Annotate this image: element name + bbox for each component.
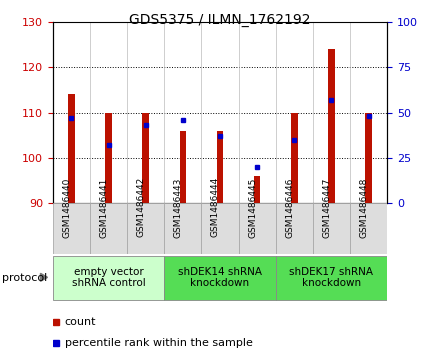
Bar: [365, 113, 372, 203]
Text: shDEK14 shRNA
knockdown: shDEK14 shRNA knockdown: [178, 267, 262, 289]
Bar: [216, 131, 224, 203]
Text: GSM1486447: GSM1486447: [323, 177, 331, 237]
Text: GSM1486444: GSM1486444: [211, 177, 220, 237]
Text: GSM1486441: GSM1486441: [99, 177, 109, 237]
Text: count: count: [65, 317, 96, 327]
Text: empty vector
shRNA control: empty vector shRNA control: [72, 267, 145, 289]
Bar: [90, 203, 127, 254]
Bar: [164, 203, 202, 254]
Bar: [164, 256, 276, 300]
Bar: [291, 113, 297, 203]
Bar: [276, 256, 387, 300]
Bar: [238, 203, 276, 254]
Text: GSM1486442: GSM1486442: [137, 177, 146, 237]
Bar: [105, 113, 112, 203]
Text: GSM1486440: GSM1486440: [62, 177, 71, 237]
Bar: [180, 131, 186, 203]
Bar: [53, 203, 90, 254]
Polygon shape: [40, 273, 48, 281]
Bar: [350, 203, 387, 254]
Bar: [254, 176, 260, 203]
Bar: [313, 203, 350, 254]
Text: percentile rank within the sample: percentile rank within the sample: [65, 338, 253, 347]
Text: GSM1486448: GSM1486448: [359, 177, 369, 237]
Text: shDEK17 shRNA
knockdown: shDEK17 shRNA knockdown: [290, 267, 374, 289]
Bar: [68, 94, 75, 203]
Text: GSM1486445: GSM1486445: [248, 177, 257, 237]
Text: GDS5375 / ILMN_1762192: GDS5375 / ILMN_1762192: [129, 13, 311, 27]
Text: protocol: protocol: [2, 273, 48, 283]
Bar: [276, 203, 313, 254]
Text: GSM1486446: GSM1486446: [285, 177, 294, 237]
Bar: [143, 113, 149, 203]
Bar: [127, 203, 164, 254]
Bar: [202, 203, 238, 254]
Bar: [53, 256, 164, 300]
Text: GSM1486443: GSM1486443: [174, 177, 183, 237]
Bar: [328, 49, 335, 203]
